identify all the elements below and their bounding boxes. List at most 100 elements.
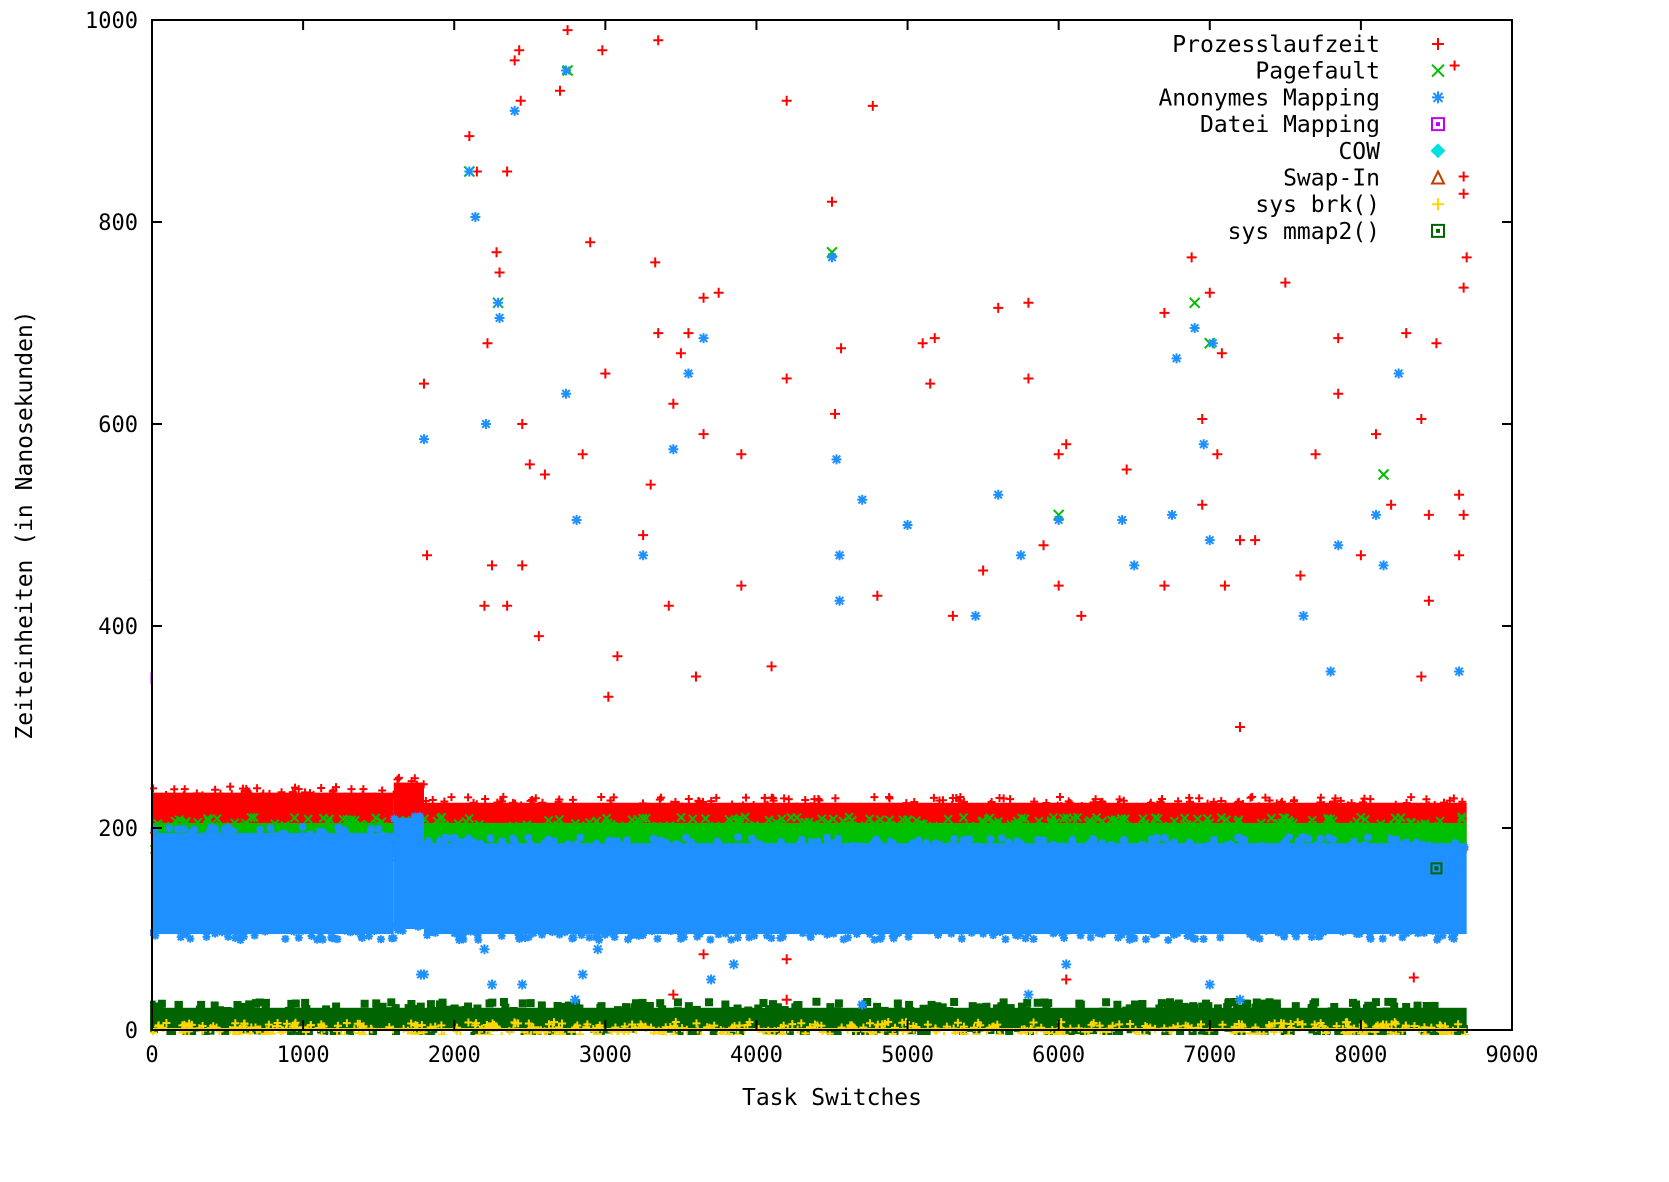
anonymes-mapping-point — [494, 312, 505, 323]
prozesslaufzeit-band-point — [1185, 793, 1194, 802]
prozesslaufzeit-point — [698, 292, 709, 303]
pagefault-band-point — [928, 821, 939, 832]
prozesslaufzeit-band-point — [1234, 797, 1243, 806]
prozesslaufzeit-band-point — [609, 793, 618, 802]
prozesslaufzeit-band-point — [870, 793, 879, 802]
anonymes-mapping-band-point — [1402, 929, 1411, 938]
anonymes-mapping-band-point — [261, 927, 270, 936]
anonymes-mapping-band-point — [1270, 842, 1279, 851]
pagefault-band-point — [202, 813, 213, 824]
prozesslaufzeit-point — [1061, 974, 1072, 985]
sys-brk-band-point — [180, 1020, 189, 1029]
anonymes-mapping-band-point — [459, 928, 468, 937]
sys-mmap2-band-point — [1272, 1004, 1281, 1013]
anonymes-mapping-point — [1129, 560, 1140, 571]
prozesslaufzeit-band-point — [568, 801, 577, 810]
prozesslaufzeit-band-point — [948, 801, 957, 810]
anonymes-mapping-band-point — [202, 932, 211, 941]
anonymes-mapping-point — [1371, 509, 1381, 520]
sys-brk-band-point — [317, 1031, 326, 1035]
anonymes-mapping-point — [509, 105, 520, 116]
prozesslaufzeit-point — [1061, 439, 1072, 450]
prozesslaufzeit-band-point — [421, 797, 430, 806]
sys-mmap2-band-point — [1075, 999, 1084, 1008]
prozesslaufzeit-band-point — [1115, 795, 1124, 804]
legend-label-sys-mmap2: sys mmap2() — [1228, 219, 1380, 245]
pagefault-band-point — [993, 816, 1003, 827]
anonymes-mapping-point — [577, 969, 588, 980]
sys-mmap2-band-point — [705, 998, 714, 1007]
sys-mmap2-band-point — [1382, 1007, 1391, 1016]
sys-mmap2-band-point — [1033, 998, 1042, 1007]
anonymes-mapping-band-point — [1460, 843, 1469, 852]
sys-brk-band-point — [1089, 1019, 1098, 1028]
anonymes-mapping-band-point — [950, 834, 959, 843]
sys-brk-band-point — [1410, 1022, 1419, 1031]
prozesslaufzeit-band-point — [538, 798, 547, 807]
sys-brk-band-point — [817, 1021, 826, 1030]
anonymes-mapping-band-point — [868, 840, 877, 849]
anonymes-mapping-band-point — [914, 836, 923, 845]
anonymes-mapping-band-point — [318, 935, 327, 944]
anonymes-mapping-band-point — [1276, 842, 1285, 851]
sys-brk-band-point — [264, 1020, 273, 1029]
prozesslaufzeit-band-point — [294, 785, 303, 794]
prozesslaufzeit-band-point — [929, 793, 938, 802]
legend-marker-anonymes-mapping — [1432, 91, 1444, 104]
sys-brk-band-point — [669, 1030, 678, 1035]
sys-brk-band-point — [359, 1022, 368, 1031]
anonymes-mapping-band-point — [1338, 927, 1347, 936]
anonymes-mapping-band-point — [922, 839, 931, 848]
prozesslaufzeit-band-point — [1277, 797, 1286, 806]
anonymes-mapping-band-point — [1412, 840, 1421, 849]
sys-mmap2-band-point — [360, 999, 369, 1008]
sys-brk-band-point — [1392, 1029, 1401, 1035]
anonymes-mapping-band-point — [606, 928, 615, 937]
anonymes-mapping-band-point — [750, 931, 759, 940]
pagefault-band-point — [1349, 820, 1359, 830]
sys-brk-band-point — [1332, 1022, 1341, 1031]
anonymes-mapping-band-point — [512, 926, 521, 935]
anonymes-mapping-band-point — [1173, 929, 1182, 938]
sys-brk-band-point — [725, 1029, 734, 1035]
anonymes-mapping-band-point — [1120, 835, 1128, 844]
anonymes-mapping-point — [571, 514, 582, 525]
anonymes-mapping-band-point — [1316, 834, 1325, 843]
legend-label-prozesslaufzeit: Prozesslaufzeit — [1172, 32, 1380, 58]
prozesslaufzeit-point — [1458, 282, 1469, 293]
anonymes-mapping-band-point — [202, 832, 211, 841]
pagefault-band-point — [1410, 821, 1421, 831]
sys-brk-band-point — [482, 1021, 491, 1029]
sys-mmap2-band-point — [921, 1007, 930, 1016]
sys-mmap2-band-point — [1213, 1004, 1222, 1013]
prozesslaufzeit-band-point — [607, 802, 616, 811]
prozesslaufzeit-band-point — [1407, 793, 1416, 802]
pagefault-band-point — [1097, 816, 1108, 827]
prozesslaufzeit-band-point — [198, 791, 207, 800]
prozesslaufzeit-band-point — [253, 784, 262, 793]
anonymes-mapping-band-point — [454, 837, 463, 846]
anonymes-mapping-band-point — [1438, 931, 1447, 940]
anonymes-mapping-band-point — [417, 921, 426, 930]
anonymes-mapping-band-point — [262, 832, 271, 841]
anonymes-mapping-band-point — [205, 827, 214, 836]
anonymes-mapping-point — [857, 999, 868, 1010]
prozesslaufzeit-band-point — [259, 789, 268, 798]
pagefault-band-point — [595, 820, 606, 831]
sys-brk-band-point — [497, 1031, 506, 1035]
anonymes-mapping-band-point — [1413, 929, 1422, 938]
sys-brk-band-point — [619, 1027, 628, 1035]
sys-mmap2-band-point — [499, 998, 508, 1007]
sys-brk-band-point — [865, 1019, 874, 1028]
prozesslaufzeit-point — [479, 600, 490, 611]
anonymes-mapping-band-point — [498, 837, 507, 846]
anonymes-mapping-band-point — [893, 929, 902, 938]
sys-mmap2-band-point — [261, 1006, 270, 1015]
pagefault-band-point — [1277, 818, 1287, 828]
sys-mmap2-band-point — [216, 1006, 225, 1015]
sys-brk-band-point — [437, 1021, 446, 1030]
prozesslaufzeit-band-point — [393, 775, 402, 784]
sys-mmap2-band-point — [223, 1006, 232, 1015]
prozesslaufzeit-point — [577, 449, 588, 460]
